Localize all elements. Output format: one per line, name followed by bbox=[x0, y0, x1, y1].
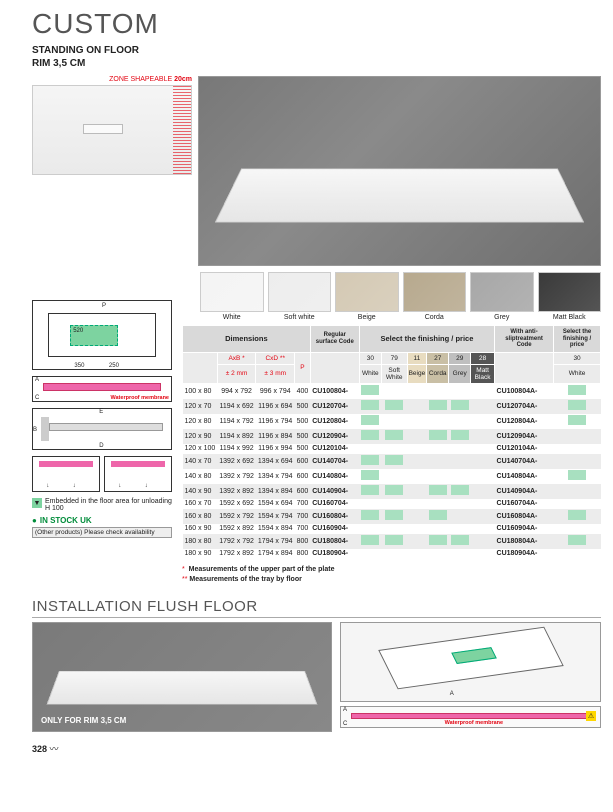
tray-thumbnail bbox=[32, 85, 192, 175]
stock-label: IN STOCK UK bbox=[32, 516, 172, 525]
embedded-note: ▼Embedded in the floor area for unloadin… bbox=[32, 498, 172, 512]
table-row: 160 x 901592 x 8921594 x 894700CU160904-… bbox=[183, 524, 601, 534]
swatch: Grey bbox=[470, 272, 534, 321]
page-number: 328 〰 bbox=[32, 742, 601, 755]
table-row: 120 x 701194 x 6921196 x 694500CU120704-… bbox=[183, 399, 601, 414]
table-row: 140 x 801392 x 7921394 x 794600CU140804-… bbox=[183, 469, 601, 484]
installation-title: INSTALLATION FLUSH FLOOR bbox=[32, 598, 601, 618]
swatch: Soft white bbox=[268, 272, 332, 321]
swatch: Beige bbox=[335, 272, 399, 321]
warning-icon: ⚠ bbox=[586, 711, 596, 721]
subtitle-line1: STANDING ON FLOOR bbox=[32, 44, 601, 57]
table-row: 180 x 901792 x 8921794 x 894800CU180904-… bbox=[183, 549, 601, 559]
installation-caption: ONLY FOR RIM 3,5 CM bbox=[41, 716, 126, 725]
table-row: 160 x 701592 x 6921594 x 694700CU160704-… bbox=[183, 499, 601, 509]
table-row: 140 x 701392 x 6921394 x 694600CU140704-… bbox=[183, 454, 601, 469]
table-row: 100 x 80994 x 792996 x 794400CU100804-CU… bbox=[183, 383, 601, 399]
subtitle: STANDING ON FLOOR RIM 3,5 CM bbox=[32, 44, 601, 70]
hero-image bbox=[198, 76, 601, 266]
swatch: Corda bbox=[403, 272, 467, 321]
table-row: 120 x 801194 x 7921196 x 794500CU120804-… bbox=[183, 414, 601, 429]
legend: * Measurements of the upper part of the … bbox=[182, 565, 601, 585]
swatch: White bbox=[200, 272, 264, 321]
product-title: CUSTOM bbox=[32, 8, 601, 40]
spec-table: Dimensions Regular surface Code Select t… bbox=[182, 325, 601, 559]
subtitle-line2: RIM 3,5 CM bbox=[32, 57, 601, 70]
table-row: 160 x 801592 x 7921594 x 794700CU160804-… bbox=[183, 509, 601, 524]
installation-diagrams: A Waterproof membrane ⚠ A C bbox=[340, 622, 601, 732]
swatch: Matt Black bbox=[538, 272, 602, 321]
zone-label: ZONE SHAPEABLE 20cm bbox=[32, 76, 192, 83]
table-row: 180 x 801792 x 7921794 x 794800CU180804-… bbox=[183, 534, 601, 549]
other-products: (Other products) Please check availabili… bbox=[32, 527, 172, 538]
installation-image: ONLY FOR RIM 3,5 CM bbox=[32, 622, 332, 732]
table-row: 120 x 901194 x 8921196 x 894500CU120904-… bbox=[183, 429, 601, 444]
tech-diagrams: P 520 350 250 Waterproof membrane A C E … bbox=[32, 300, 172, 538]
table-row: 120 x 1001194 x 9921196 x 994500CU120104… bbox=[183, 444, 601, 454]
color-swatches: WhiteSoft whiteBeigeCordaGreyMatt Black bbox=[200, 272, 601, 321]
table-row: 140 x 901392 x 8921394 x 894600CU140904-… bbox=[183, 484, 601, 499]
